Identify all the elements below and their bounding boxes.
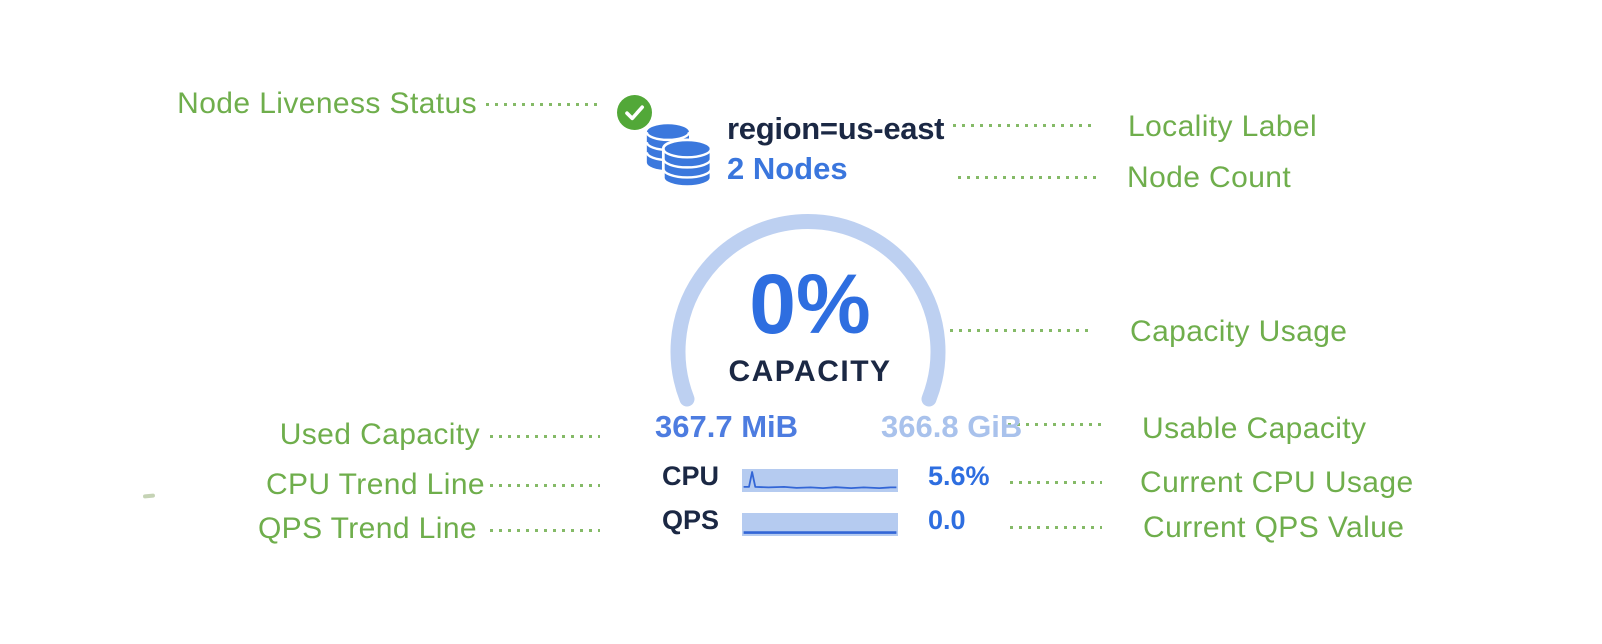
used-capacity-value: 367.7 MiB bbox=[655, 409, 799, 444]
qps-sparkline bbox=[742, 513, 898, 536]
leader-line-capacity-usage bbox=[950, 329, 1092, 332]
capacity-caption: CAPACITY bbox=[728, 355, 892, 388]
leader-line-cpu-trend bbox=[490, 484, 600, 487]
annotation-cpu-trend-line: CPU Trend Line bbox=[265, 468, 485, 501]
leader-line-current-qps bbox=[1010, 526, 1102, 529]
annotation-current-cpu-usage: Current CPU Usage bbox=[1140, 466, 1414, 499]
qps-label: QPS bbox=[662, 505, 720, 535]
annotation-current-qps-value: Current QPS Value bbox=[1143, 511, 1405, 544]
leader-line-locality bbox=[953, 124, 1093, 127]
capacity-gauge-arc bbox=[650, 198, 980, 418]
locality-label-text: region=us-east bbox=[727, 111, 945, 146]
leader-line-used-capacity bbox=[490, 435, 600, 438]
qps-value: 0.0 bbox=[928, 505, 966, 535]
database-stack-icon bbox=[643, 122, 713, 193]
stray-mark bbox=[142, 493, 156, 499]
annotation-node-count: Node Count bbox=[1127, 161, 1292, 194]
usable-capacity-value: 366.8 GiB bbox=[881, 409, 1023, 444]
leader-line-node-liveness bbox=[486, 103, 598, 106]
leader-line-qps-trend bbox=[490, 529, 600, 532]
capacity-percent: 0% bbox=[749, 257, 871, 351]
annotation-qps-trend-line: QPS Trend Line bbox=[257, 512, 477, 545]
cpu-sparkline bbox=[742, 469, 898, 492]
node-count-text[interactable]: 2 Nodes bbox=[727, 151, 848, 186]
annotation-usable-capacity: Usable Capacity bbox=[1142, 412, 1367, 445]
annotation-locality-label: Locality Label bbox=[1128, 110, 1318, 143]
annotation-used-capacity: Used Capacity bbox=[279, 418, 480, 451]
cpu-label: CPU bbox=[662, 461, 720, 491]
cpu-value: 5.6% bbox=[928, 461, 990, 491]
leader-line-current-cpu bbox=[1010, 481, 1102, 484]
annotation-capacity-usage: Capacity Usage bbox=[1130, 315, 1348, 348]
liveness-check-icon bbox=[617, 95, 652, 130]
annotation-node-liveness-status: Node Liveness Status bbox=[177, 87, 477, 120]
leader-line-node-count bbox=[958, 176, 1098, 179]
leader-line-usable-capacity bbox=[1008, 423, 1104, 426]
